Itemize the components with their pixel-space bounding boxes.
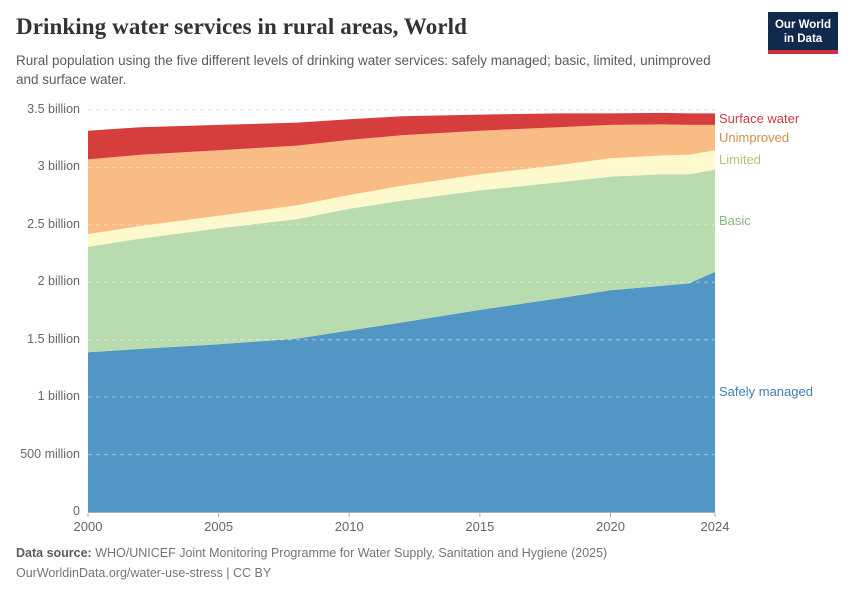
y-tick-label: 2.5 billion: [27, 216, 80, 231]
y-tick-label: 0: [73, 504, 80, 518]
owid-logo[interactable]: Our World in Data: [768, 12, 838, 54]
data-source-text: WHO/UNICEF Joint Monitoring Programme fo…: [91, 546, 608, 560]
data-source-label: Data source:: [16, 546, 92, 560]
x-tick-label: 2010: [334, 519, 364, 534]
y-tick-label: 500 million: [20, 446, 80, 461]
legend-unimproved[interactable]: Unimproved: [719, 129, 790, 145]
area-safely-managed[interactable]: [88, 271, 715, 512]
area-limited[interactable]: [88, 150, 715, 247]
area-basic[interactable]: [88, 169, 715, 353]
area-surface-water[interactable]: [88, 112, 715, 160]
x-tick-label: 2024: [700, 519, 730, 534]
y-tick-label: 2 billion: [37, 274, 80, 289]
y-tick-label: 1 billion: [37, 389, 80, 404]
owid-logo-line1: Our World: [774, 19, 831, 31]
legend-basic[interactable]: Basic: [719, 212, 751, 228]
x-tick-label: 2015: [465, 519, 495, 534]
data-source-line: Data source: WHO/UNICEF Joint Monitoring…: [16, 546, 607, 560]
x-tick-label: 2000: [73, 519, 103, 534]
area-unimproved[interactable]: [88, 124, 715, 234]
page-subtitle: Rural population using the five differen…: [16, 53, 711, 87]
legend-surface-water[interactable]: Surface water: [719, 111, 800, 127]
license-line: OurWorldinData.org/water-use-stress | CC…: [16, 566, 272, 580]
y-tick-label: 3 billion: [37, 159, 80, 174]
y-tick-label: 1.5 billion: [27, 331, 80, 346]
y-tick-label: 3.5 billion: [27, 102, 80, 116]
legend-limited[interactable]: Limited: [719, 151, 761, 167]
owid-logo-line2: in Data: [783, 33, 823, 45]
x-tick-label: 2020: [596, 519, 625, 534]
page-title: Drinking water services in rural areas, …: [16, 14, 468, 39]
legend-safely-managed[interactable]: Safely managed: [719, 383, 813, 399]
x-tick-label: 2005: [204, 519, 234, 534]
